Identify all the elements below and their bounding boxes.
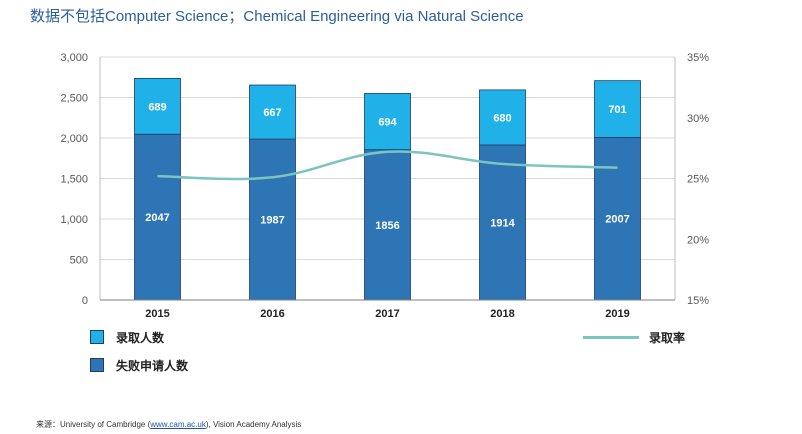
source-prefix: 来源： xyxy=(36,420,60,429)
y2-tick-label: 15% xyxy=(687,295,709,307)
x-tick-label: 2019 xyxy=(605,308,629,320)
y-tick-label: 0 xyxy=(82,295,88,307)
data-label-admitted: 667 xyxy=(263,107,281,119)
x-tick-label: 2015 xyxy=(145,308,169,320)
source-text-2: ), Vision Academy Analysis xyxy=(205,420,302,429)
y2-tick-label: 35% xyxy=(687,52,709,64)
right-y-axis: 15% 20% 25% 30% 35% xyxy=(674,52,709,307)
data-label-failed: 1987 xyxy=(260,215,284,227)
bar-failed xyxy=(249,138,296,301)
legend-label-admitted: 录取人数 xyxy=(116,331,165,345)
bar-failed xyxy=(594,137,641,301)
y2-tick-label: 20% xyxy=(687,234,709,246)
source-note: 来源：University of Cambridge (www.cam.ac.u… xyxy=(36,419,301,430)
legend-label-failed: 失败申请人数 xyxy=(116,359,189,373)
legend-label-rate: 录取率 xyxy=(649,331,686,345)
data-label-failed: 1856 xyxy=(375,220,399,232)
legend-item-rate: 录取率 xyxy=(583,329,685,346)
legend-item-admitted: 录取人数 xyxy=(90,329,164,346)
y-tick-label: 500 xyxy=(70,255,88,267)
bar-failed xyxy=(479,144,526,301)
data-label-admitted: 694 xyxy=(378,117,397,129)
y-tick-label: 3,000 xyxy=(60,52,88,64)
x-tick-label: 2018 xyxy=(490,308,514,320)
bar-admitted xyxy=(249,84,296,140)
legend-item-failed: 失败申请人数 xyxy=(90,357,188,374)
bar-admitted xyxy=(594,80,641,138)
y2-tick-label: 30% xyxy=(687,113,709,125)
y-tick-label: 1,000 xyxy=(60,214,88,226)
y-tick-label: 2,000 xyxy=(60,133,88,145)
legend-swatch-admitted xyxy=(90,330,104,344)
source-text-1: University of Cambridge ( xyxy=(60,420,151,429)
y2-tick-label: 25% xyxy=(687,174,709,186)
x-tick-label: 2017 xyxy=(375,308,399,320)
bar-admitted xyxy=(479,89,526,146)
data-label-failed: 2007 xyxy=(605,214,629,226)
x-tick-label: 2016 xyxy=(260,308,284,320)
bar-failed xyxy=(364,149,411,301)
y-tick-label: 2,500 xyxy=(60,93,88,105)
data-label-admitted: 701 xyxy=(608,104,626,116)
legend-swatch-failed xyxy=(90,358,104,372)
left-y-axis: 0 500 1,000 1,500 2,000 2,500 3,000 xyxy=(60,52,101,307)
data-label-failed: 2047 xyxy=(145,212,169,224)
bars: 2047 689 1987 667 1856 694 1914 680 2007 701 xyxy=(134,77,641,301)
data-label-failed: 1914 xyxy=(490,217,515,229)
x-axis: 2015 2016 2017 2018 2019 xyxy=(100,299,675,320)
chart-subtitle: 数据不包括Computer Science；Chemical Engineeri… xyxy=(30,8,524,25)
bar-admitted xyxy=(364,93,411,151)
bar-admitted xyxy=(134,77,181,135)
data-label-admitted: 680 xyxy=(493,112,511,124)
y-tick-label: 1,500 xyxy=(60,174,88,186)
data-label-admitted: 689 xyxy=(148,101,166,113)
rate-line-group xyxy=(157,150,618,181)
legend-swatch-rate xyxy=(583,336,639,339)
source-link[interactable]: www.cam.ac.uk xyxy=(150,420,206,429)
